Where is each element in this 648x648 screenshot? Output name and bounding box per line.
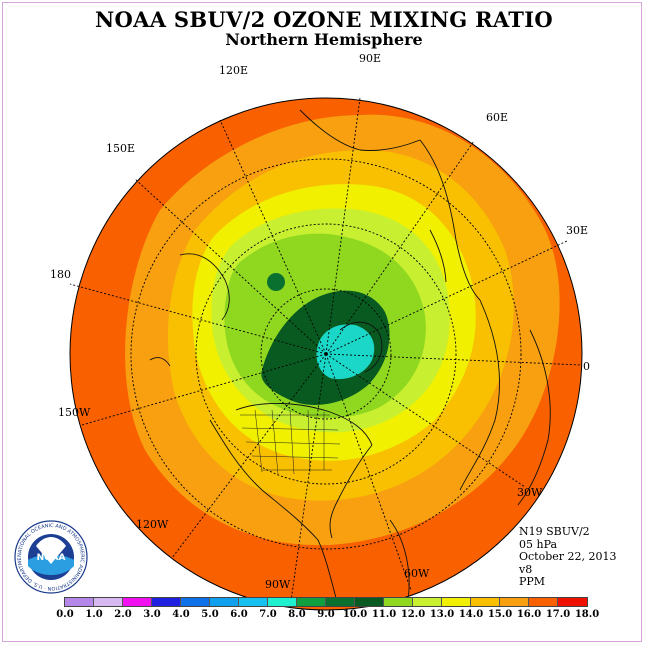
units-label: PPM: [519, 575, 546, 588]
colorbar-tick-label: 12.0: [400, 609, 426, 620]
map-boundary: [69, 97, 583, 611]
colorbar-tick-label: 18.0: [574, 609, 600, 620]
lon-label-30e: 30E: [566, 224, 589, 237]
lon-label-180: 180: [50, 268, 71, 281]
colorbar-swatch: [297, 598, 326, 606]
colorbar-tick-label: 15.0: [487, 609, 513, 620]
small-max-cell: [267, 273, 285, 291]
colorbar-tick-label: 11.0: [371, 609, 397, 620]
satellite-label: N19 SBUV/2: [519, 525, 590, 538]
colorbar-swatch: [442, 598, 471, 606]
colorbar: [64, 597, 588, 607]
noaa-logo: NATIONAL OCEANIC AND ATMOSPHERIC ADMINIS…: [14, 520, 88, 594]
pressure-level-label: 05 hPa: [519, 537, 558, 551]
colorbar-swatch: [471, 598, 500, 606]
lon-label-150w: 150W: [58, 406, 91, 419]
colorbar-tick-label: 3.0: [143, 609, 161, 620]
colorbar-tick-label: 16.0: [516, 609, 542, 620]
colorbar-swatch: [384, 598, 413, 606]
colorbar-swatch: [413, 598, 442, 606]
colorbar-swatch: [326, 598, 355, 606]
colorbar-tick-label: 14.0: [458, 609, 484, 620]
colorbar-tick-label: 4.0: [172, 609, 190, 620]
colorbar-swatch: [558, 598, 587, 606]
lon-label-0: 0: [583, 360, 590, 373]
colorbar-swatch: [65, 598, 94, 606]
version-label: v8: [519, 562, 533, 576]
colorbar-tick-label: 9.0: [317, 609, 335, 620]
colorbar-swatch: [152, 598, 181, 606]
colorbar-tick-label: 7.0: [259, 609, 277, 620]
lon-label-60e: 60E: [486, 111, 509, 124]
colorbar-swatch: [210, 598, 239, 606]
lon-label-90e: 90E: [359, 52, 382, 65]
svg-text:NOAA: NOAA: [37, 553, 66, 563]
page-title: NOAA SBUV/2 OZONE MIXING RATIO: [95, 7, 553, 32]
lon-label-120e: 120E: [219, 64, 249, 77]
lon-label-60w: 60W: [404, 567, 430, 580]
lon-label-30w: 30W: [517, 486, 543, 499]
graticule: [69, 97, 582, 609]
us-state-grid: [240, 409, 341, 475]
colorbar-swatch: [529, 598, 558, 606]
colorbar-swatch: [355, 598, 384, 606]
lon-label-120w: 120W: [136, 518, 169, 531]
colorbar-tick-label: 2.0: [114, 609, 132, 620]
colorbar-tick-label: 1.0: [85, 609, 103, 620]
colorbar-swatch: [268, 598, 297, 606]
colorbar-tick-label: 10.0: [342, 609, 368, 620]
colorbar-tick-label: 6.0: [230, 609, 248, 620]
colorbar-tick-label: 5.0: [201, 609, 219, 620]
colorbar-tick-label: 8.0: [288, 609, 306, 620]
page-subtitle: Northern Hemisphere: [225, 30, 423, 49]
colorbar-tick-label: 0.0: [56, 609, 74, 620]
coastlines: [149, 109, 551, 601]
lon-label-150e: 150E: [106, 142, 136, 155]
page-frame: [2, 2, 642, 642]
colorbar-tick-label: 17.0: [545, 609, 571, 620]
colorbar-swatch: [181, 598, 210, 606]
colorbar-swatch: [123, 598, 152, 606]
colorbar-swatch: [94, 598, 123, 606]
colorbar-swatch: [239, 598, 268, 606]
metadata-block: N19 SBUV/2 05 hPa October 22, 2013 v8 PP…: [519, 525, 617, 589]
lon-label-90w: 90W: [265, 578, 291, 591]
date-label: October 22, 2013: [519, 550, 617, 563]
colorbar-swatch: [500, 598, 529, 606]
colorbar-tick-label: 13.0: [429, 609, 455, 620]
